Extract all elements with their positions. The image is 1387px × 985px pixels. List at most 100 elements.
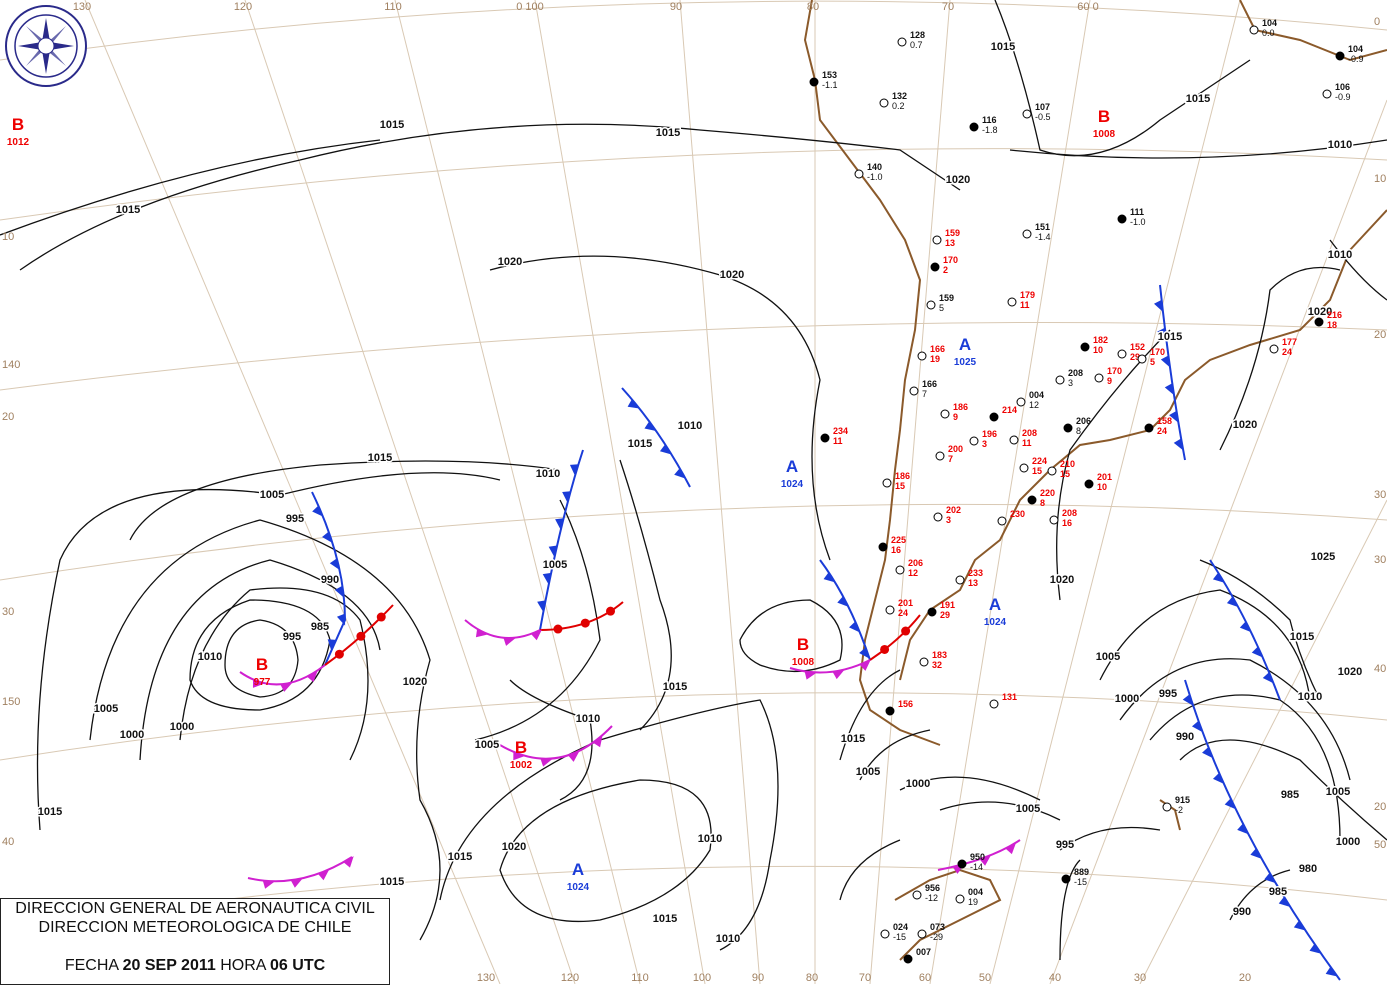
pressure-center-value: 977 — [254, 677, 271, 688]
station-cloud-cover-icon — [969, 122, 979, 132]
station-tendency: -1.8 — [982, 125, 998, 135]
station-tendency: 11 — [1022, 438, 1032, 448]
isobar-label: 1025 — [1311, 551, 1335, 563]
warm-front-symbol — [376, 612, 386, 622]
isobar-label: 1000 — [1336, 836, 1360, 848]
cold-front-symbol — [1250, 848, 1262, 859]
station-pressure: 206 — [908, 558, 923, 568]
isobar-label: 990 — [321, 574, 339, 586]
station-cloud-cover-icon — [1269, 344, 1279, 354]
station-tendency: 0.0 — [1262, 28, 1275, 38]
station-tendency: -2 — [1175, 805, 1183, 815]
grid-label-top: 130 — [73, 1, 91, 13]
cold-front-symbol — [327, 639, 337, 651]
station-cloud-cover-icon — [1047, 466, 1057, 476]
warm-front-symbol — [880, 644, 890, 654]
grid-label-right: 0 — [1374, 16, 1380, 28]
station-pressure: 206 — [1076, 416, 1091, 426]
station-tendency: 9 — [953, 412, 958, 422]
chart-title-box: DIRECCION GENERAL DE AERONAUTICA CIVIL D… — [0, 898, 390, 985]
station-cloud-cover-icon — [1022, 109, 1032, 119]
station-pressure: 208 — [1062, 508, 1077, 518]
cold-front-symbol — [659, 444, 672, 455]
cold-front-symbol — [1264, 872, 1276, 884]
isobar-label: 1015 — [656, 127, 680, 139]
station-pressure: 200 — [948, 444, 963, 454]
station-pressure: 230 — [1010, 509, 1025, 519]
isobar-label: 1020 — [946, 174, 970, 186]
title-agency: DIRECCION GENERAL DE AERONAUTICA CIVIL — [15, 900, 375, 917]
high-pressure-center: A — [572, 860, 584, 879]
cold-front-symbol — [823, 572, 836, 583]
occluded-front — [247, 856, 353, 883]
date-value: 20 SEP 2011 — [122, 957, 216, 974]
cold-front-symbol — [1169, 410, 1179, 423]
station-pressure: 233 — [968, 568, 983, 578]
isobar-label: 1000 — [120, 729, 144, 741]
isobar-label: 1015 — [663, 681, 687, 693]
station-cloud-cover-icon — [927, 607, 937, 617]
cold-front-symbol — [1212, 572, 1225, 583]
station-tendency: 16 — [1062, 518, 1072, 528]
grid-label-bottom: 100 — [693, 972, 711, 984]
isobar-label: 995 — [283, 631, 301, 643]
isobar-label: 1000 — [1115, 693, 1139, 705]
high-pressure-center: A — [786, 457, 798, 476]
occluded-front — [499, 725, 613, 760]
grid-label-left: 10 — [2, 231, 14, 243]
station-pressure: 166 — [922, 379, 937, 389]
station-pressure: 177 — [1282, 337, 1297, 347]
warm-front-symbol — [901, 626, 911, 636]
cold-front-symbol — [859, 647, 870, 659]
station-cloud-cover-icon — [989, 699, 999, 709]
cold-front-symbol — [1239, 621, 1252, 633]
isobar-label: 985 — [311, 621, 329, 633]
isobar-label: 1000 — [906, 778, 930, 790]
station-pressure: 201 — [898, 598, 913, 608]
cold-front-symbol — [336, 613, 346, 626]
station-cloud-cover-icon — [932, 235, 942, 245]
cold-front-symbol — [343, 856, 354, 868]
isobar-label: 1015 — [380, 119, 404, 131]
station-tendency: 3 — [946, 515, 951, 525]
station-tendency: -0.9 — [1335, 92, 1351, 102]
station-pressure: 106 — [1335, 82, 1350, 92]
station-tendency: 5 — [1150, 357, 1155, 367]
coastline — [803, 0, 1387, 961]
isobar-label: 995 — [1159, 688, 1177, 700]
cold-front-symbol — [1191, 720, 1203, 733]
title-datetime: FECHA 20 SEP 2011 HORA 06 UTC — [1, 956, 389, 975]
low-pressure-center: B — [1098, 107, 1110, 126]
cold-front-symbol — [627, 399, 640, 409]
station-tendency: 8 — [1040, 498, 1045, 508]
grid-label-bottom: 50 — [979, 972, 991, 984]
station-pressure: 128 — [910, 30, 925, 40]
station-tendency: 7 — [948, 454, 953, 464]
cold-front-symbol — [503, 637, 516, 646]
isobar-label: 1020 — [720, 269, 744, 281]
station-pressure: 152 — [1130, 342, 1145, 352]
station-cloud-cover-icon — [955, 575, 965, 585]
isobar-label: 1015 — [1158, 331, 1182, 343]
station-cloud-cover-icon — [880, 929, 890, 939]
cold-front-symbol — [1224, 798, 1236, 810]
station-pressure: 107 — [1035, 102, 1050, 112]
grid-label-top: 60 0 — [1077, 1, 1098, 13]
station-cloud-cover-icon — [820, 433, 830, 443]
station-tendency: 15 — [895, 481, 905, 491]
station-pressure: 202 — [946, 505, 961, 515]
station-tendency: 0.2 — [892, 101, 905, 111]
isobar-label: 1010 — [678, 420, 702, 432]
cold-front-symbol — [537, 600, 546, 613]
station-pressure: 111 — [1130, 207, 1144, 217]
grid-label-bottom: 70 — [859, 972, 871, 984]
station-tendency: 10 — [1097, 482, 1107, 492]
high-pressure-center: A — [959, 335, 971, 354]
isobar-label: 1015 — [653, 913, 677, 925]
station-pressure: 186 — [953, 402, 968, 412]
warm-front-symbol — [356, 631, 366, 641]
cold-front-symbol — [644, 421, 657, 432]
station-tendency: 15 — [1032, 466, 1042, 476]
grid-label-bottom: 20 — [1239, 972, 1251, 984]
